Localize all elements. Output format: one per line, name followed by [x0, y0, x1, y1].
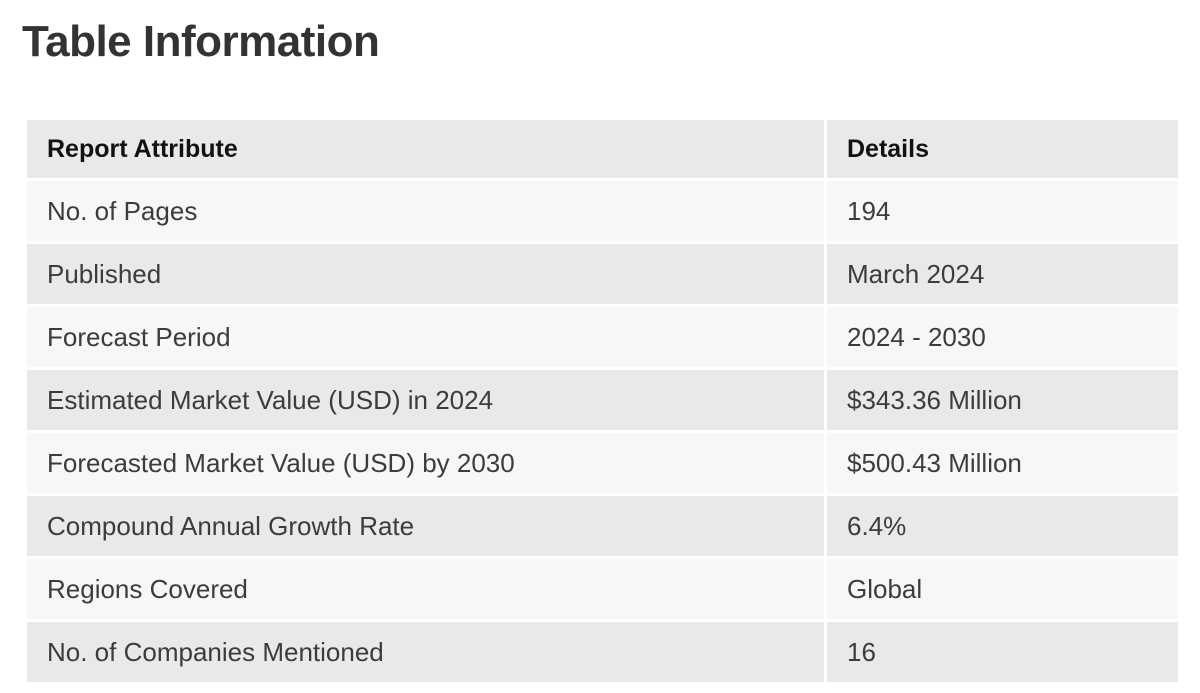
cell-detail: $343.36 Million — [827, 370, 1178, 430]
cell-attribute: Published — [27, 244, 824, 304]
table-header-row: Report Attribute Details — [27, 120, 1178, 178]
cell-detail: 16 — [827, 622, 1178, 682]
table-row: Published March 2024 — [27, 244, 1178, 304]
cell-attribute: No. of Companies Mentioned — [27, 622, 824, 682]
page-title: Table Information — [22, 17, 380, 66]
cell-detail: Global — [827, 559, 1178, 619]
column-header-details: Details — [827, 120, 1178, 178]
table-row: Forecast Period 2024 - 2030 — [27, 307, 1178, 367]
info-table: Report Attribute Details No. of Pages 19… — [24, 117, 1181, 685]
cell-attribute: No. of Pages — [27, 181, 824, 241]
table-row: Forecasted Market Value (USD) by 2030 $5… — [27, 433, 1178, 493]
cell-detail: 194 — [827, 181, 1178, 241]
cell-detail: $500.43 Million — [827, 433, 1178, 493]
cell-detail: March 2024 — [827, 244, 1178, 304]
cell-attribute: Regions Covered — [27, 559, 824, 619]
table-row: Regions Covered Global — [27, 559, 1178, 619]
cell-attribute: Forecasted Market Value (USD) by 2030 — [27, 433, 824, 493]
cell-attribute: Estimated Market Value (USD) in 2024 — [27, 370, 824, 430]
column-header-attribute: Report Attribute — [27, 120, 824, 178]
cell-attribute: Compound Annual Growth Rate — [27, 496, 824, 556]
table-row: No. of Pages 194 — [27, 181, 1178, 241]
table-row: Estimated Market Value (USD) in 2024 $34… — [27, 370, 1178, 430]
cell-attribute: Forecast Period — [27, 307, 824, 367]
cell-detail: 6.4% — [827, 496, 1178, 556]
table-row: No. of Companies Mentioned 16 — [27, 622, 1178, 682]
cell-detail: 2024 - 2030 — [827, 307, 1178, 367]
table-row: Compound Annual Growth Rate 6.4% — [27, 496, 1178, 556]
